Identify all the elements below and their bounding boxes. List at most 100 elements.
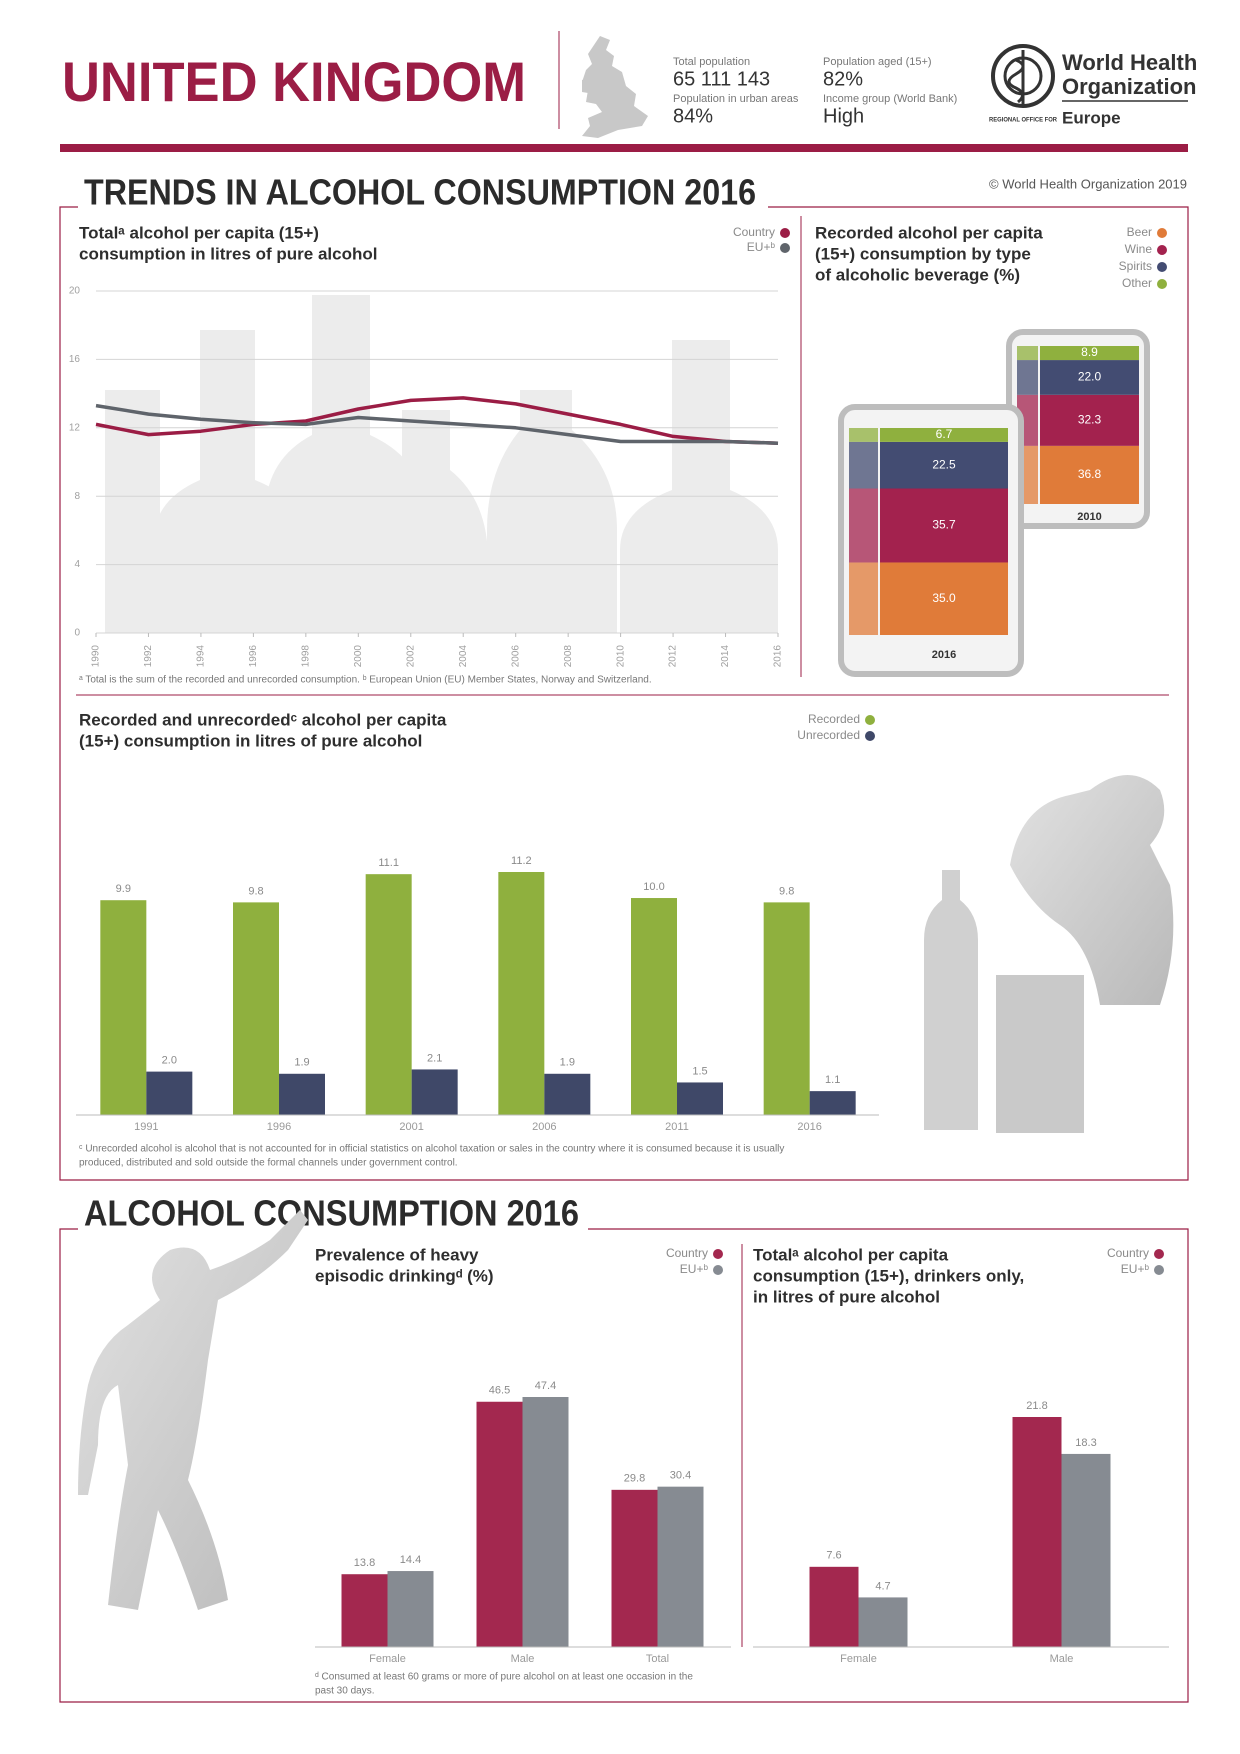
value-label: 11.1 xyxy=(378,857,399,869)
org-name: Organization xyxy=(1062,74,1196,99)
footnote: past 30 days. xyxy=(315,1686,374,1697)
segment-side xyxy=(1017,346,1038,361)
segment xyxy=(1040,346,1139,361)
person-shape xyxy=(1010,775,1174,1005)
country-title: UNITED KINGDOM xyxy=(62,50,526,113)
x-tick-label: 1998 xyxy=(300,645,311,668)
value-label: 46.5 xyxy=(489,1385,510,1397)
category-label: 1996 xyxy=(267,1121,291,1133)
value-label: 9.9 xyxy=(116,883,131,895)
emblem-ring xyxy=(991,44,1055,108)
header-rule xyxy=(60,144,1188,152)
who-emblem xyxy=(991,44,1055,108)
bar xyxy=(365,874,412,1115)
section-frame xyxy=(59,1228,1189,1703)
legend-label: Country xyxy=(733,225,775,239)
x-tick-label: 2006 xyxy=(510,645,521,668)
person-silhouette xyxy=(78,1210,308,1610)
legend-label: Recorded xyxy=(808,712,860,726)
legend-label: Beer xyxy=(1127,225,1152,239)
legend-swatch xyxy=(1157,262,1167,272)
x-tick-label: 1990 xyxy=(91,645,102,668)
value-label: 14.4 xyxy=(400,1554,421,1566)
x-tick-label: 2004 xyxy=(458,645,469,668)
segment-side xyxy=(849,441,878,489)
value-label: 18.3 xyxy=(1075,1437,1096,1449)
legend-label: Other xyxy=(1122,276,1152,290)
value-label: 21.8 xyxy=(1026,1400,1047,1412)
category-label: Female xyxy=(369,1653,406,1665)
category-label: 2010 xyxy=(1077,511,1101,523)
legend-label: Unrecorded xyxy=(797,728,860,742)
bar xyxy=(858,1597,908,1647)
legend-swatch xyxy=(780,228,790,238)
chart-title: consumption in litres of pure alcohol xyxy=(79,244,377,263)
category-label: Total xyxy=(646,1653,669,1665)
bar xyxy=(279,1073,325,1115)
bar xyxy=(677,1082,723,1115)
value-label: 8.9 xyxy=(1081,345,1098,359)
x-tick-label: 1994 xyxy=(196,645,207,668)
chart-title: Totalᵃ alcohol per capita (15+) xyxy=(79,223,319,242)
value-label: 1.9 xyxy=(560,1057,575,1069)
y-tick-label: 20 xyxy=(69,286,81,297)
value-label: 2.1 xyxy=(427,1052,442,1064)
bar xyxy=(611,1489,658,1647)
x-tick-label: 1996 xyxy=(248,645,259,668)
stat-label: Population in urban areas xyxy=(673,93,799,105)
footnote: ᶜ Unrecorded alcohol is alcohol that is … xyxy=(79,1144,784,1155)
bar xyxy=(1012,1417,1062,1647)
copyright: © World Health Organization 2019 xyxy=(989,176,1187,191)
can-shape xyxy=(996,975,1084,1133)
y-tick-label: 12 xyxy=(69,422,81,433)
section-title: ALCOHOL CONSUMPTION 2016 xyxy=(84,1193,579,1234)
category-label: 2016 xyxy=(797,1121,821,1133)
segment xyxy=(1040,445,1139,504)
bar xyxy=(763,902,810,1115)
bar xyxy=(146,1071,193,1115)
bottle-silhouette xyxy=(620,340,778,633)
value-label: 13.8 xyxy=(354,1557,375,1569)
bar xyxy=(809,1566,859,1647)
legend-label: EU+ᵇ xyxy=(747,240,776,254)
legend-swatch xyxy=(865,715,875,725)
chart-title: Prevalence of heavy xyxy=(315,1245,479,1264)
chart-title: episodic drinkingᵈ (%) xyxy=(315,1266,494,1285)
x-tick-label: 2014 xyxy=(720,645,731,668)
stat-value: High xyxy=(823,105,864,127)
legend-swatch xyxy=(865,731,875,741)
section-frame xyxy=(59,206,1189,1181)
chart-title: (15+) consumption by type xyxy=(815,244,1031,263)
value-label: 9.8 xyxy=(779,885,794,897)
footnote: ᵃ Total is the sum of the recorded and u… xyxy=(79,675,652,686)
value-label: 4.7 xyxy=(875,1580,890,1592)
org-name: World Health xyxy=(1062,50,1197,75)
bar xyxy=(631,898,677,1115)
stat-label: Total population xyxy=(673,56,750,68)
chart-title: Recorded and unrecordedᶜ alcohol per cap… xyxy=(79,710,447,729)
x-tick-label: 2008 xyxy=(563,645,574,668)
chart-title: (15+) consumption in litres of pure alco… xyxy=(79,731,422,750)
bar xyxy=(809,1091,856,1115)
org-region: Europe xyxy=(1062,108,1121,127)
segment-side xyxy=(849,428,878,442)
legend-swatch xyxy=(1157,228,1167,238)
value-label: 7.6 xyxy=(826,1550,841,1562)
value-label: 9.8 xyxy=(248,885,263,897)
footnote: produced, distributed and sold outside t… xyxy=(79,1158,458,1169)
value-label: 36.8 xyxy=(1078,467,1102,481)
legend-label: Country xyxy=(666,1246,708,1260)
bar xyxy=(544,1073,591,1115)
value-label: 2.0 xyxy=(162,1055,177,1067)
x-tick-label: 2002 xyxy=(405,645,416,668)
value-label: 11.2 xyxy=(511,855,532,867)
x-tick-label: 2000 xyxy=(353,645,364,668)
legend-label: Wine xyxy=(1125,242,1153,256)
bar xyxy=(233,902,279,1115)
x-tick-label: 2016 xyxy=(773,645,784,668)
legend-swatch xyxy=(713,1249,723,1259)
value-label: 35.0 xyxy=(932,591,956,605)
category-label: 2016 xyxy=(932,649,956,661)
